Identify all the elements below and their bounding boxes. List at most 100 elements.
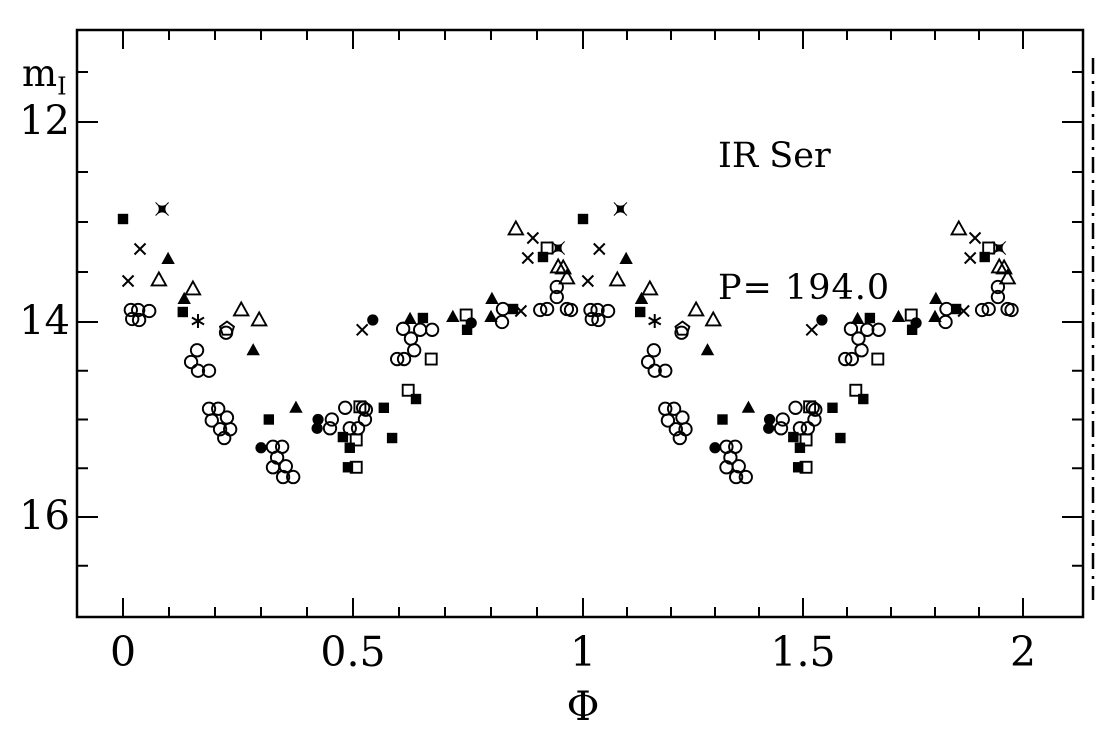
marker-open-square [401, 383, 415, 397]
x-axis-title: Φ [566, 684, 600, 730]
marker-open-circle [939, 301, 954, 317]
marker-open-circle [838, 351, 853, 367]
y-tick-label: 12 [19, 98, 70, 145]
marker-filled-square [906, 324, 918, 335]
marker-open-triangle [998, 268, 1017, 285]
marker-filled-circle [255, 442, 267, 454]
marker-filled-triangle [929, 291, 943, 304]
marker-cross [581, 274, 595, 288]
marker-open-square [349, 433, 363, 447]
marker-filled-triangle [161, 251, 175, 264]
marker-open-circle [658, 363, 673, 378]
marker-filled-triangle [700, 343, 715, 356]
marker-open-circle [424, 322, 440, 337]
star-name-label: IR Ser [718, 136, 831, 176]
marker-filled-square [461, 324, 473, 335]
marker-filled-triangle [403, 311, 417, 324]
marker-pentagon [674, 320, 691, 336]
marker-filled-square [635, 306, 646, 318]
marker-filled-square [788, 431, 799, 443]
marker-four-star [551, 241, 566, 255]
marker-open-circle [647, 363, 662, 378]
marker-cross [968, 231, 982, 245]
x-tick-label: 0 [109, 628, 137, 676]
marker-filled-triangle [634, 291, 649, 304]
marker-open-circle [672, 430, 687, 446]
marker-open-circle [860, 322, 875, 337]
marker-four-star [613, 202, 628, 216]
x-tick-label: 0.5 [320, 628, 386, 676]
marker-open-triangle [558, 268, 576, 285]
marker-open-circle [338, 400, 353, 415]
marker-four-star [155, 202, 169, 216]
marker-open-circle [738, 469, 753, 485]
marker-open-circle [123, 302, 138, 318]
plot-frame [75, 28, 1085, 619]
marker-open-square [904, 308, 918, 322]
marker-filled-square [263, 414, 275, 425]
marker-open-circle [583, 302, 598, 318]
marker-filled-circle [816, 314, 828, 326]
marker-open-circle [990, 289, 1006, 305]
marker-filled-square [337, 431, 349, 443]
marker-open-circle [142, 303, 157, 319]
marker-filled-triangle [891, 309, 906, 322]
marker-open-triangle [184, 279, 202, 296]
marker-cross [526, 231, 540, 245]
marker-filled-square [950, 303, 962, 315]
marker-filled-triangle [485, 291, 499, 304]
x-tick-label: 1 [569, 628, 597, 676]
marker-filled-circle [367, 314, 379, 326]
marker-filled-square [858, 393, 869, 405]
marker-cross [121, 274, 135, 288]
marker-filled-square [827, 402, 838, 413]
x-tick-label: 2 [1009, 628, 1037, 676]
marker-open-circle [396, 351, 412, 367]
marker-open-circle [844, 351, 859, 367]
marker-open-triangle [554, 258, 573, 275]
marker-cross [355, 323, 369, 337]
marker-open-circle [407, 343, 422, 358]
marker-asterisk [648, 314, 662, 328]
marker-open-square [871, 352, 885, 366]
marker-filled-circle [312, 413, 324, 426]
marker-open-circle [275, 469, 291, 485]
marker-filled-square [537, 251, 549, 263]
marker-filled-circle [763, 413, 776, 426]
marker-open-square [424, 352, 438, 366]
marker-open-circle [533, 302, 548, 318]
marker-asterisk [191, 314, 205, 328]
marker-open-circle [549, 279, 564, 295]
marker-open-triangle [995, 258, 1013, 275]
marker-pentagon [218, 320, 236, 336]
marker-cross [133, 242, 147, 256]
marker-filled-square [792, 462, 804, 473]
marker-filled-triangle [289, 400, 303, 413]
marker-open-triangle [549, 257, 567, 274]
marker-open-circle [807, 412, 822, 427]
y-tick-label: 16 [19, 493, 70, 540]
marker-open-triangle [949, 219, 968, 236]
marker-open-square [849, 383, 863, 397]
marker-open-circle [728, 469, 744, 485]
marker-open-triangle [150, 270, 168, 287]
marker-filled-circle [763, 422, 775, 434]
marker-open-circle [125, 311, 140, 327]
marker-filled-triangle [741, 400, 756, 413]
marker-open-circle [324, 412, 339, 427]
marker-cross [963, 251, 977, 265]
marker-open-circle [666, 401, 682, 416]
marker-open-square [353, 400, 367, 414]
y-tick-label: 14 [19, 298, 70, 345]
marker-filled-square [577, 213, 589, 225]
marker-filled-square [378, 402, 390, 413]
y-axis-title-subscript: I [57, 72, 67, 101]
marker-open-circle [668, 422, 683, 437]
marker-open-circle [843, 321, 859, 336]
marker-open-triangle [990, 257, 1009, 274]
marker-filled-square [835, 432, 846, 444]
marker-cross [514, 304, 528, 318]
marker-filled-square [979, 251, 990, 263]
marker-four-star [992, 241, 1007, 255]
